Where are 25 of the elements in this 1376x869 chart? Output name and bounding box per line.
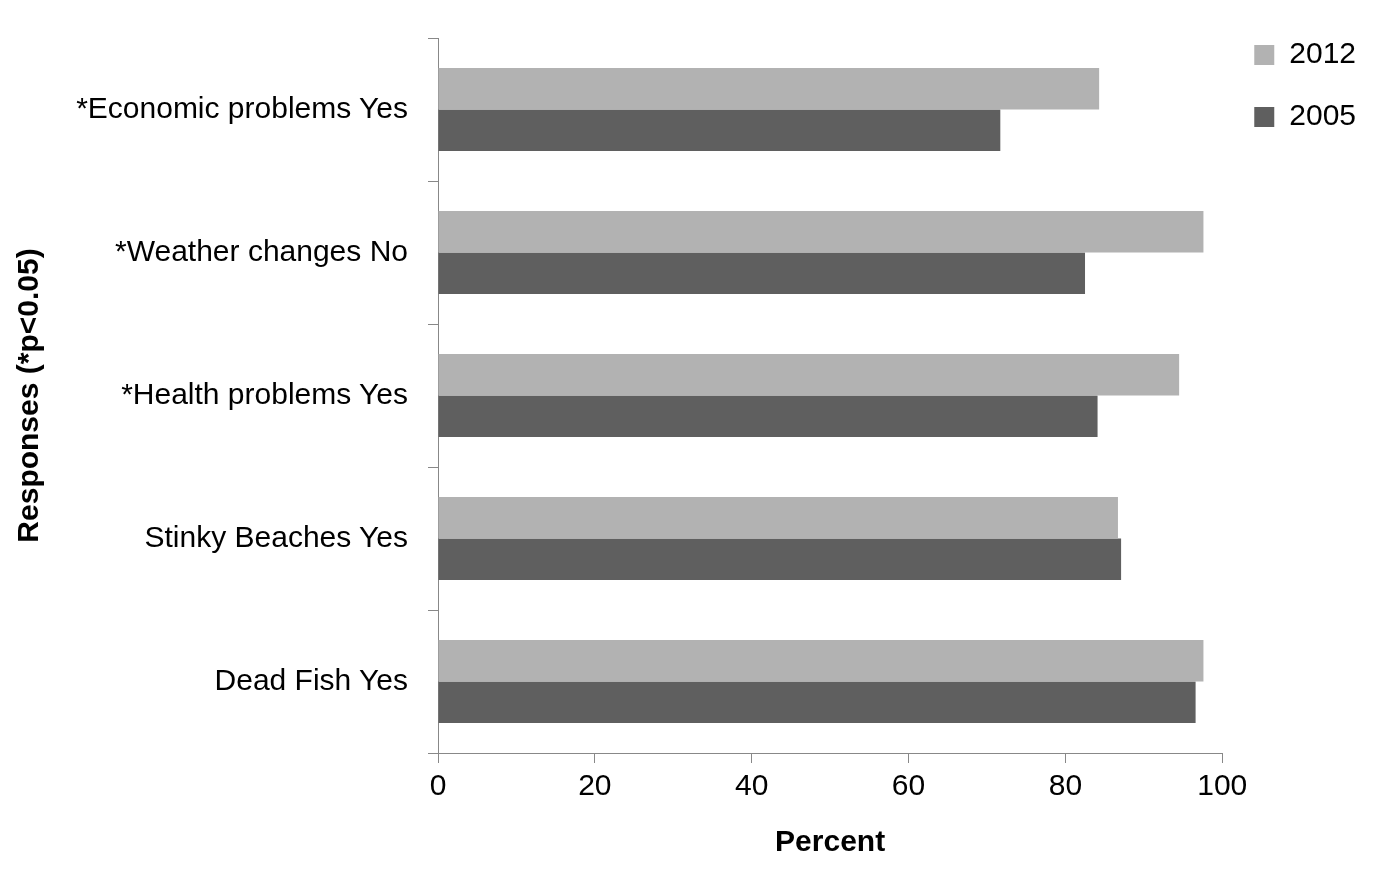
y-tick-label: *Economic problems Yes [76, 90, 408, 124]
bar [438, 68, 1100, 110]
x-tick-label: 80 [1048, 768, 1083, 802]
y-axis-title: Responses (*p<0.05) [11, 248, 45, 543]
legend-label: 2012 [1289, 36, 1357, 70]
bar [438, 109, 1001, 151]
bar [438, 497, 1118, 539]
bar [438, 211, 1204, 253]
y-tick-label: Dead Fish Yes [214, 662, 408, 696]
y-tick-label: *Health problems Yes [121, 376, 408, 410]
y-tick-label: *Weather changes No [115, 233, 408, 267]
bar [438, 252, 1086, 294]
bar [438, 640, 1204, 682]
x-tick-label: 100 [1197, 768, 1248, 802]
x-tick-label: 40 [735, 768, 769, 802]
bar [438, 354, 1180, 396]
y-tick-label: Stinky Beaches Yes [144, 519, 408, 553]
bar [438, 681, 1196, 723]
x-tick-label: 20 [578, 768, 612, 802]
bar [438, 395, 1098, 437]
legend-label: 2005 [1289, 98, 1357, 132]
x-tick-label: 0 [429, 768, 447, 802]
x-tick-label: 60 [891, 768, 926, 802]
bar [438, 538, 1122, 580]
x-axis-title: Percent [775, 824, 886, 858]
